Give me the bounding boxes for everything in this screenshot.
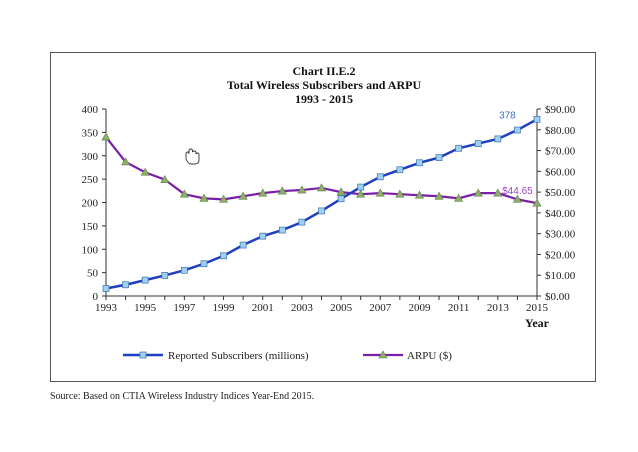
arpu-point <box>414 190 424 199</box>
x-tick-label: 1993 <box>95 302 118 314</box>
y-right-tick-label: $0.00 <box>545 291 570 303</box>
subscribers-point <box>376 173 384 181</box>
arpu-point <box>356 189 366 198</box>
subscribers-point <box>357 183 365 191</box>
arpu-point <box>160 175 170 183</box>
x-tick-label: 2015 <box>526 302 549 314</box>
chart-title-line-2: Total Wireless Subscribers and ARPU <box>227 78 422 92</box>
legend-subscribers-swatch-marker <box>139 351 147 359</box>
x-tick-label: 2001 <box>252 302 274 314</box>
arpu-line <box>105 136 538 205</box>
subscribers-point <box>416 159 423 167</box>
y-right-tick-label: $30.00 <box>545 229 576 241</box>
subscribers-end-label: 378 <box>499 110 516 121</box>
subscribers-point <box>533 115 541 123</box>
y-right-tick-label: $40.00 <box>545 208 576 220</box>
y-left-tick-label: 100 <box>82 244 99 256</box>
x-tick-label: 2011 <box>448 302 470 314</box>
subscribers-point <box>161 272 169 279</box>
y-right-tick-label: $80.00 <box>545 125 576 137</box>
subscribers-point <box>141 276 149 284</box>
chart-frame: Chart II.E.2 Total Wireless Subscribers … <box>50 52 596 382</box>
arpu-point <box>493 188 503 197</box>
y-left-tick-label: 300 <box>82 151 99 163</box>
chart: Chart II.E.2 Total Wireless Subscribers … <box>82 64 576 362</box>
arpu-point <box>277 186 287 195</box>
arpu-point <box>179 189 189 198</box>
subscribers-point <box>181 266 188 274</box>
arpu-point <box>258 188 268 197</box>
subscribers-point <box>435 154 443 161</box>
legend-arpu-swatch-marker <box>378 350 388 359</box>
subscribers-point <box>514 126 521 134</box>
arpu-point <box>121 157 131 166</box>
legend-subscribers-label: Reported Subscribers (millions) <box>168 350 309 362</box>
y-left-tick-label: 0 <box>93 291 99 303</box>
source-note: Source: Based on CTIA Wireless Industry … <box>50 391 315 402</box>
arpu-point <box>434 191 444 200</box>
chart-title-line-1: Chart II.E.2 <box>292 64 355 78</box>
arpu-point <box>297 185 307 194</box>
arpu-point <box>532 198 542 207</box>
subscribers-point <box>122 281 129 289</box>
arpu-point <box>336 187 346 196</box>
subscribers-point <box>318 207 325 215</box>
arpu-point <box>101 132 111 141</box>
y-right-tick-label: $90.00 <box>545 104 576 116</box>
x-tick-label: 2003 <box>291 302 314 314</box>
y-left-tick-label: 200 <box>82 198 99 210</box>
chart-title-line-3: 1993 - 2015 <box>295 92 353 106</box>
subscribers-line <box>105 118 538 290</box>
subscribers-point <box>278 226 286 234</box>
subscribers-point <box>239 241 247 249</box>
subscribers-point <box>455 144 462 152</box>
arpu-end-label: $44.65 <box>502 186 533 197</box>
subscribers-point <box>298 218 306 226</box>
subscribers-point <box>102 285 110 292</box>
y-left-tick-label: 400 <box>82 104 99 116</box>
subscribers-point <box>494 135 502 143</box>
y-right-tick-label: $10.00 <box>545 270 576 282</box>
x-tick-label: 2007 <box>369 302 392 314</box>
hand-cursor-icon <box>185 148 200 165</box>
x-axis-title: Year <box>525 316 550 330</box>
y-left-tick-label: 150 <box>82 221 99 233</box>
arpu-point <box>199 193 209 202</box>
y-right-tick-label: $60.00 <box>545 166 576 178</box>
arpu-point <box>238 191 248 200</box>
x-tick-label: 2005 <box>330 302 353 314</box>
arpu-point <box>473 188 483 197</box>
y-right-tick-label: $20.00 <box>545 249 576 261</box>
subscribers-point <box>200 260 208 268</box>
y-right-tick-label: $50.00 <box>545 187 576 199</box>
subscribers-point <box>337 195 345 203</box>
y-left-tick-label: 250 <box>82 174 99 186</box>
x-tick-label: 1995 <box>134 302 157 314</box>
subscribers-point <box>474 140 482 147</box>
arpu-point <box>454 193 464 202</box>
subscribers-point <box>396 166 404 174</box>
arpu-point <box>375 188 385 197</box>
x-tick-label: 1997 <box>173 302 196 314</box>
x-tick-label: 2013 <box>487 302 510 314</box>
arpu-point <box>395 189 405 198</box>
y-right-tick-label: $70.00 <box>545 146 576 158</box>
arpu-point <box>316 183 327 192</box>
arpu-point <box>140 167 150 176</box>
y-left-tick-label: 50 <box>87 268 99 280</box>
y-left-tick-label: 350 <box>82 127 99 139</box>
x-tick-label: 1999 <box>213 302 236 314</box>
arpu-point <box>512 194 522 203</box>
legend-arpu-label: ARPU ($) <box>407 350 452 362</box>
subscribers-point <box>259 232 267 240</box>
arpu-point <box>219 194 229 203</box>
subscribers-point <box>220 252 227 260</box>
x-tick-label: 2009 <box>408 302 431 314</box>
